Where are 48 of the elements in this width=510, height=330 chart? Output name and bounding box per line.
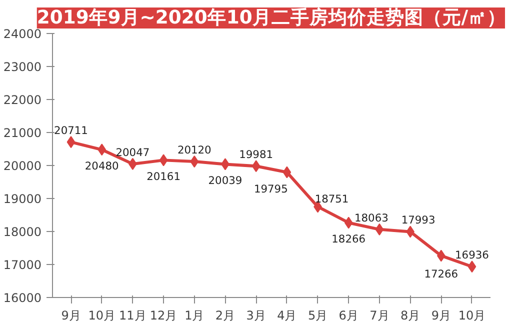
x-tick-label: 8月: [400, 308, 420, 322]
point: [375, 223, 384, 236]
x-tick-label: 3月: [246, 308, 266, 322]
x-tick-label: 10月: [88, 308, 116, 322]
data-label: 17266: [424, 268, 458, 281]
point: [190, 156, 199, 168]
data-label: 20480: [84, 160, 120, 173]
x-tick-label: 6月: [338, 308, 358, 322]
x-tick-label: 1月: [184, 308, 204, 322]
data-label: 20711: [54, 124, 88, 138]
data-label: 20161: [146, 170, 180, 184]
y-tick-label: 24000: [3, 27, 42, 41]
data-label: 18063: [354, 211, 388, 224]
x-tick-label: 12月: [150, 308, 178, 322]
y-tick-label: 19000: [3, 192, 42, 206]
point: [159, 154, 168, 166]
y-tick-label: 16000: [3, 291, 42, 305]
point: [98, 144, 106, 156]
x-tick-label: 11月: [119, 308, 146, 322]
point: [436, 250, 446, 262]
point: [468, 260, 476, 273]
data-label: 16936: [455, 248, 490, 262]
data-label: 20120: [177, 144, 212, 157]
data-label: 18266: [332, 232, 366, 246]
point: [66, 136, 76, 148]
y-tick-label: 20000: [3, 159, 42, 173]
y-tick-label: 18000: [3, 225, 42, 239]
y-tick-label: 23000: [3, 60, 42, 74]
data-label: 17993: [401, 214, 436, 227]
x-tick-label: 9月: [431, 308, 451, 322]
point: [344, 216, 353, 229]
data-label: 19795: [254, 182, 288, 196]
x-tick-label: 4月: [277, 308, 297, 322]
data-label: 19981: [239, 148, 274, 162]
x-tick-label: 10月: [458, 308, 486, 322]
data-label: 20047: [116, 146, 150, 159]
point: [252, 160, 260, 172]
data-label: 18751: [314, 192, 349, 206]
x-tick-label: 5月: [308, 308, 328, 322]
data-label: 20039: [208, 174, 242, 188]
y-tick-label: 22000: [3, 93, 42, 107]
y-tick-label: 21000: [3, 126, 42, 140]
chart-title: 2019年9月~2020年10月二手房均价走势图（元/㎡）: [36, 6, 506, 28]
x-tick-label: 7月: [370, 308, 390, 322]
y-tick-label: 17000: [3, 258, 42, 272]
x-tick-label: 2月: [215, 308, 236, 322]
x-tick-label: 9月: [61, 308, 81, 322]
point: [282, 166, 292, 178]
